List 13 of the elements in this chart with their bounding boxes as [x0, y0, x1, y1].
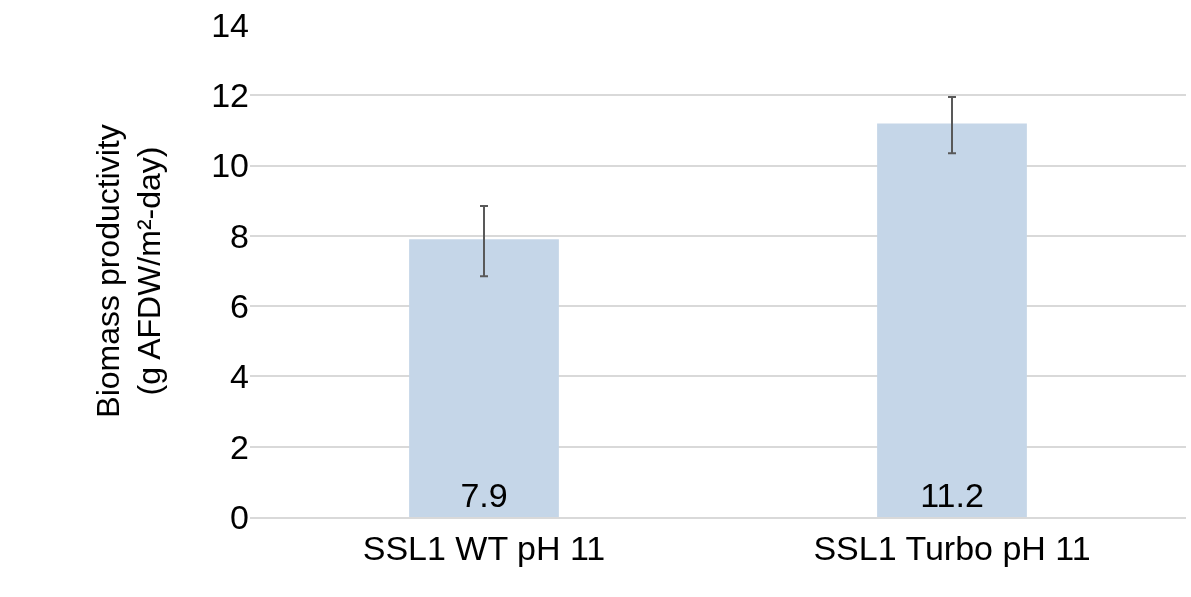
- y-tick-label: 8: [230, 216, 249, 255]
- y-tick-label: 14: [211, 5, 249, 44]
- y-tick-label: 10: [211, 146, 249, 185]
- y-tick-label: 0: [230, 497, 249, 536]
- data-label: 7.9: [460, 476, 508, 514]
- data-label: 11.2: [920, 476, 984, 514]
- y-axis-title: Biomass productivity (g AFDW/m²-day): [89, 124, 168, 418]
- y-tick-label: 12: [211, 76, 249, 115]
- y-tick-label: 2: [230, 427, 249, 466]
- y-tick-label: 6: [230, 287, 249, 326]
- y-tick-label: 4: [230, 357, 249, 396]
- x-tick-label: SSL1 WT pH 11: [362, 528, 606, 567]
- x-tick-label: SSL1 Turbo pH 11: [813, 528, 1091, 567]
